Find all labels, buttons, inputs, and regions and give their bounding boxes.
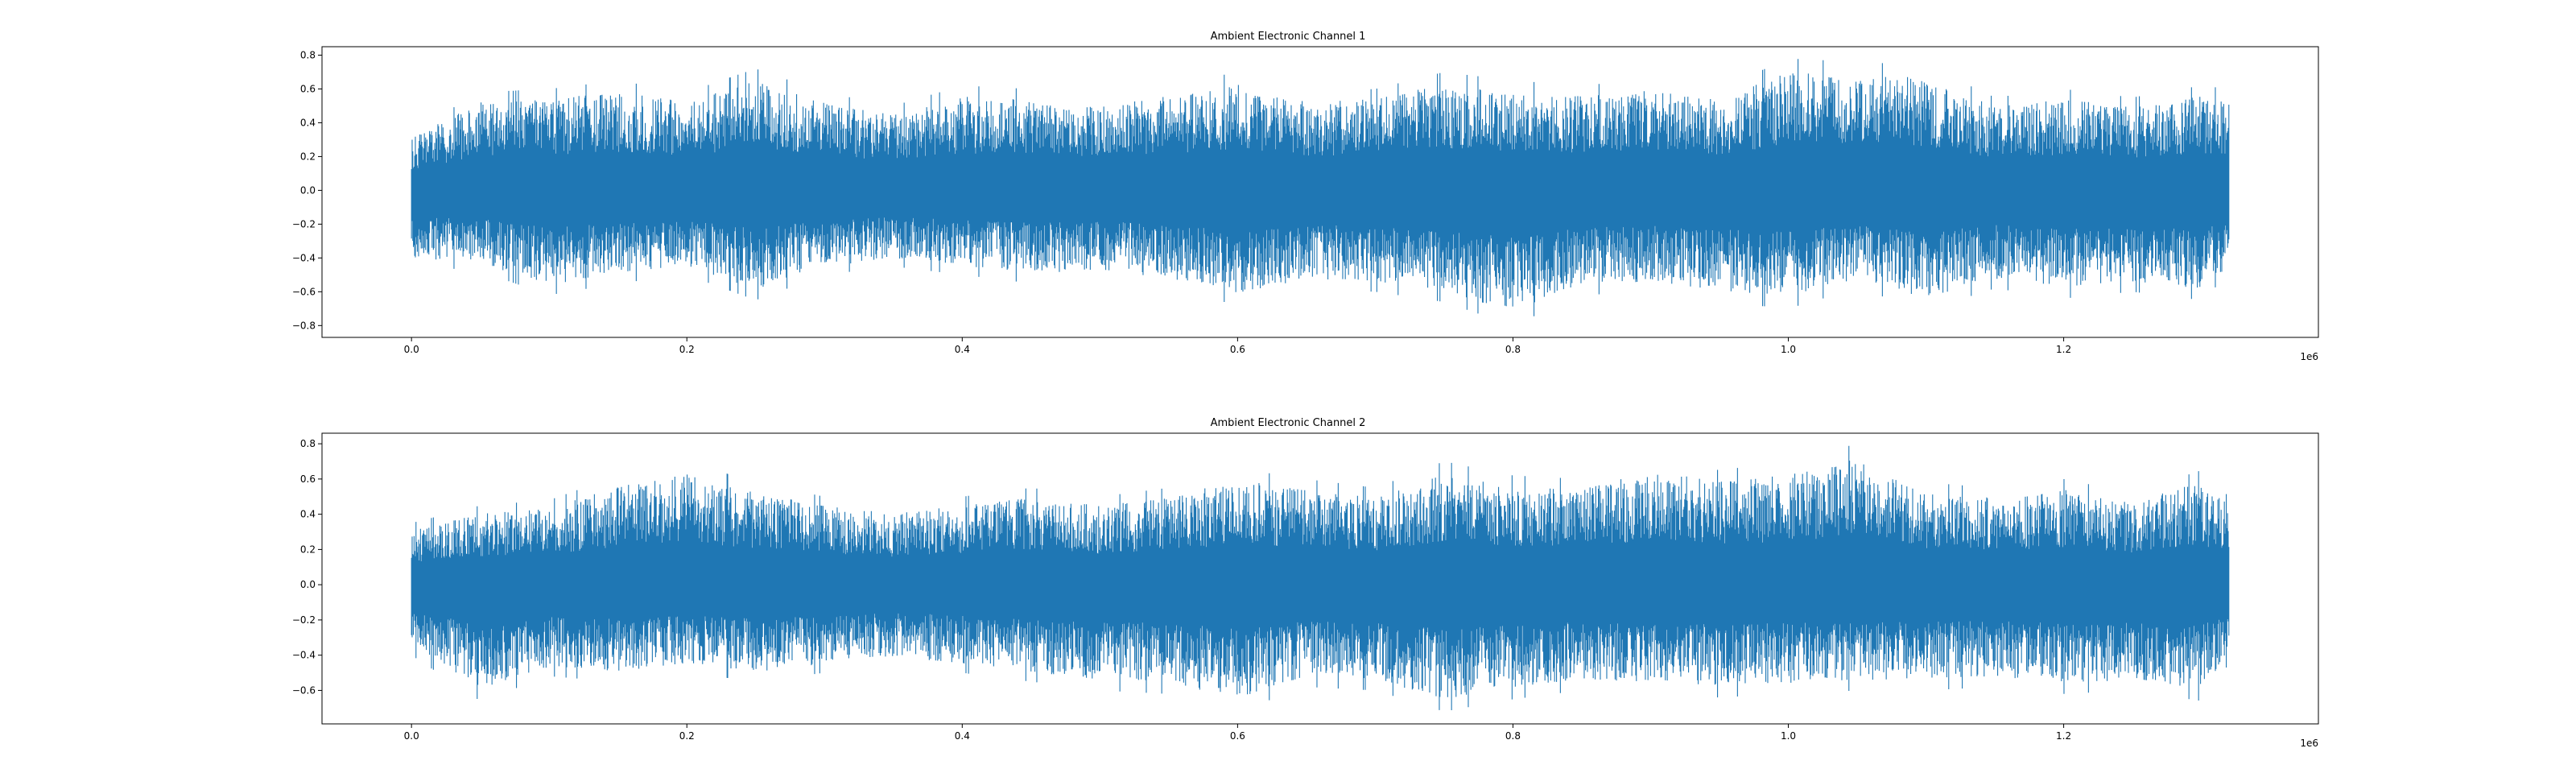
y-tick-label: 0.0 [300, 579, 316, 590]
y-tick-label: −0.4 [292, 252, 316, 263]
x-tick-label: 0.8 [1505, 730, 1521, 742]
x-tick-label: 0.6 [1230, 730, 1245, 742]
x-tick-label: 0.4 [955, 344, 970, 355]
x-tick-label: 0.6 [1230, 344, 1245, 355]
y-tick-label: −0.6 [292, 286, 316, 297]
x-tick-label: 0.0 [404, 344, 419, 355]
y-tick-label: 0.6 [300, 473, 316, 485]
x-axis: 0.0 0.2 0.4 0.6 0.8 1.0 1.2 [404, 724, 2071, 742]
x-tick-label: 0.4 [955, 730, 970, 742]
subplot-title: Ambient Electronic Channel 1 [1211, 31, 1366, 43]
plot-area [411, 445, 2230, 710]
y-tick-label: −0.4 [292, 650, 316, 661]
y-axis: −0.8 −0.6 −0.4 −0.2 0.0 0.2 0.4 0.6 0.8 [292, 49, 322, 331]
y-tick-label: 0.8 [300, 438, 316, 449]
y-tick-label: 0.4 [300, 117, 316, 128]
y-tick-label: 0.4 [300, 509, 316, 520]
y-tick-label: 0.2 [300, 151, 316, 162]
x-tick-label: 0.2 [679, 730, 695, 742]
y-tick-label: −0.2 [292, 614, 316, 626]
subplot-title: Ambient Electronic Channel 2 [1211, 417, 1366, 429]
series-line [411, 59, 2230, 316]
y-tick-label: 0.2 [300, 544, 316, 555]
axes-frame [321, 432, 2319, 725]
y-axis: −0.6 −0.4 −0.2 0.0 0.2 0.4 0.6 0.8 [292, 438, 322, 696]
x-tick-label: 0.8 [1505, 344, 1521, 355]
y-tick-label: 0.6 [300, 83, 316, 94]
plot-area [411, 59, 2230, 316]
x-tick-label: 1.2 [2056, 344, 2071, 355]
y-tick-label: 0.0 [300, 184, 316, 196]
x-tick-label: 1.0 [1781, 730, 1796, 742]
axes-frame [321, 46, 2319, 338]
y-tick-label: −0.8 [292, 320, 316, 331]
y-tick-label: −0.6 [292, 684, 316, 696]
subplot-channel-2: Ambient Electronic Channel 2 −0.6−0.4−0.… [292, 417, 2319, 749]
x-offset-label: 1e6 [2300, 738, 2318, 749]
x-tick-label: 0.2 [679, 344, 695, 355]
x-tick-label: 0.0 [404, 730, 419, 742]
x-axis: 0.0 0.2 0.4 0.6 0.8 1.0 1.2 [404, 337, 2071, 355]
subplot-channel-1: Ambient Electronic Channel 1 −0.8−0.6−0.… [292, 31, 2319, 362]
y-tick-label: 0.8 [300, 49, 316, 60]
y-tick-label: −0.2 [292, 218, 316, 229]
x-tick-label: 1.2 [2056, 730, 2071, 742]
series-line [411, 445, 2230, 710]
x-offset-label: 1e6 [2300, 351, 2318, 362]
x-tick-label: 1.0 [1781, 344, 1796, 355]
